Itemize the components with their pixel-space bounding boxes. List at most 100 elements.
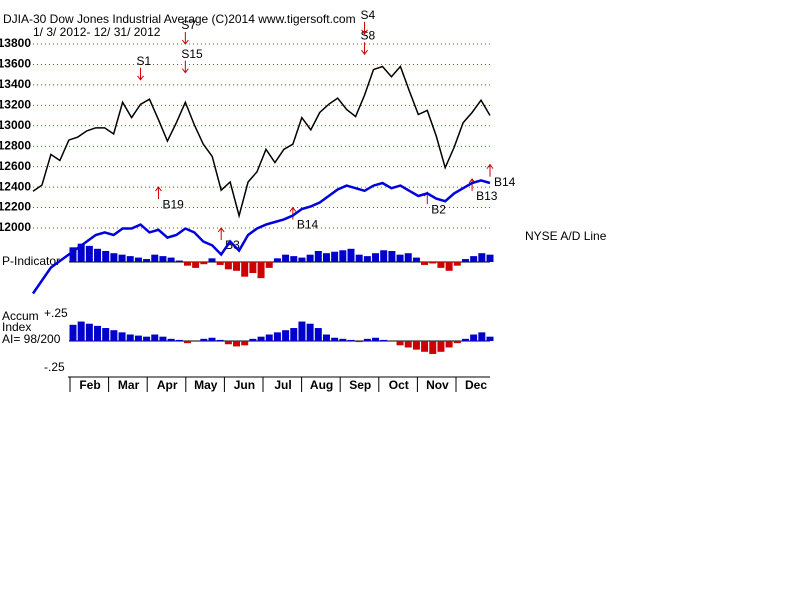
bar [363,256,371,262]
bar [298,321,306,341]
bar [347,339,355,341]
y-tick-label: 13800 [0,36,31,50]
y-tick-label: 12400 [0,179,31,193]
bar [216,262,224,265]
bar [453,262,461,266]
bar [445,262,453,271]
bar [224,341,232,345]
bar [290,328,298,341]
bar [396,341,404,346]
bar [257,336,265,341]
bar [233,262,241,271]
bar [69,247,77,262]
signal-arrow [137,67,144,81]
x-tick-label: Dec [465,378,487,392]
bar [265,334,273,341]
bar [118,254,126,262]
bar [134,335,142,341]
x-tick-label: Sep [349,378,371,392]
bar [322,253,330,262]
bar [216,339,224,341]
bar [282,330,290,341]
bar [94,325,102,341]
signal-label: S15 [181,47,203,61]
bar [241,341,249,346]
signal-label: B14 [494,175,516,189]
bar [265,262,273,268]
signal-label: B13 [476,189,498,203]
y-tick-label: 13600 [0,57,31,71]
bar [412,257,420,262]
bar [331,251,339,262]
signal-label: S1 [137,54,152,68]
bar [380,339,388,341]
chart-title: DJIA-30 Dow Jones Industrial Average (C)… [3,12,356,26]
y-tick-label: 12000 [0,220,31,234]
bar [282,254,290,262]
bar [257,262,265,279]
bar [421,341,429,352]
signal-arrow [486,163,494,177]
bar [143,259,151,262]
bar [224,262,232,270]
bar [453,341,461,344]
bar [126,256,134,262]
accum-sublabel: Index [2,320,31,334]
bar [437,262,445,268]
bar [159,256,167,262]
bar [159,336,167,341]
bar [241,262,249,277]
bar [314,328,322,341]
x-tick-label: Apr [157,378,178,392]
ai-annotation: AI= 98/200 [2,332,61,346]
x-tick-label: Jul [274,378,291,392]
bar [94,248,102,262]
accum-label: Accum [2,309,39,323]
bar [306,254,314,262]
bar [486,254,494,262]
bar [273,332,281,341]
bar [167,338,175,341]
bar [347,248,355,262]
bar [478,253,486,262]
bar [314,251,322,262]
bar [85,245,93,262]
p-indicator-label: P-Indicator [2,254,60,268]
bar [478,332,486,341]
bar [421,262,429,265]
bar [110,253,118,262]
bar [380,250,388,262]
x-tick-label: Jun [234,378,255,392]
y-tick-label: 13400 [0,77,31,91]
bar [363,338,371,341]
bar [429,341,437,354]
bar [192,262,200,268]
bar [175,260,183,262]
signal-label: S7 [181,18,196,32]
bar [273,258,281,262]
bar [404,341,412,348]
bar [183,262,191,266]
bar [355,254,363,262]
bar [200,338,208,341]
bar [151,254,159,262]
bar [233,341,241,347]
bar [77,321,85,341]
y-tick-label: -.25 [44,360,65,374]
bar [183,341,191,344]
bar [143,336,151,341]
bar [110,330,118,341]
signal-arrow [181,32,189,45]
bar [331,337,339,341]
price-line [31,179,491,295]
x-tick-label: Aug [310,378,333,392]
bar [102,328,110,341]
bar [388,251,396,262]
bar [461,259,469,262]
x-tick-label: Nov [426,378,449,392]
x-tick-label: Mar [118,378,140,392]
signal-label: B19 [162,197,184,211]
signal-label: S8 [361,28,376,42]
signal-label: B14 [297,218,319,232]
